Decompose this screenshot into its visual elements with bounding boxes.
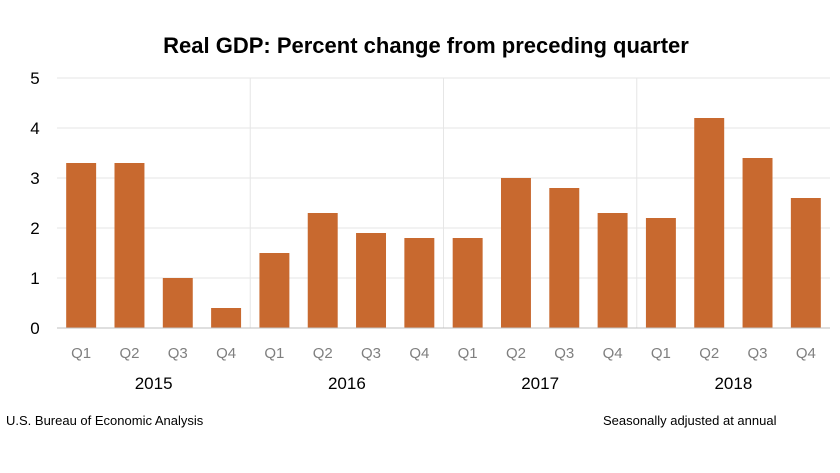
year-label-2018: 2018 <box>714 374 752 393</box>
x-tick-label-2018-q4: Q4 <box>796 345 816 362</box>
y-axis-ticks: 0 1 2 3 4 5 <box>30 69 39 338</box>
x-axis-ticks: Q1 Q2 Q3 Q4 Q1 Q2 Q3 Q4 Q1 Q2 Q3 Q4 Q1 Q2 Q3 Q4 <box>71 345 816 362</box>
x-tick-label-2017-q2: Q2 <box>506 345 526 362</box>
bar-2018-q1 <box>645 218 676 328</box>
x-tick-label-2016-q1: Q1 <box>264 345 284 362</box>
x-tick-label-2018-q1: Q1 <box>651 345 671 362</box>
year-labels: 2015 2016 2017 2018 <box>135 374 753 393</box>
bar-2018-q3 <box>742 158 773 328</box>
x-tick-label-2018-q2: Q2 <box>699 345 719 362</box>
x-tick-label-2015-q2: Q2 <box>119 345 139 362</box>
y-tick-label-5: 5 <box>30 69 39 88</box>
x-tick-label-2016-q2: Q2 <box>313 345 333 362</box>
year-label-2017: 2017 <box>521 374 559 393</box>
x-tick-label-2017-q1: Q1 <box>458 345 478 362</box>
bar-2016-q2 <box>307 213 338 328</box>
bar-2016-q1 <box>259 253 290 328</box>
source-note: U.S. Bureau of Economic Analysis <box>6 413 204 428</box>
chart-title: Real GDP: Percent change from preceding … <box>163 33 689 58</box>
year-label-2016: 2016 <box>328 374 366 393</box>
y-tick-label-4: 4 <box>30 119 39 138</box>
x-tick-label-2015-q1: Q1 <box>71 345 91 362</box>
x-tick-label-2015-q4: Q4 <box>216 345 236 362</box>
x-tick-label-2017-q4: Q4 <box>603 345 623 362</box>
y-tick-label-1: 1 <box>30 269 39 288</box>
bar-2018-q2 <box>694 118 725 328</box>
year-label-2015: 2015 <box>135 374 173 393</box>
seasonal-note: Seasonally adjusted at annual <box>603 413 777 428</box>
y-tick-label-0: 0 <box>30 319 39 338</box>
x-tick-label-2016-q4: Q4 <box>409 345 429 362</box>
bar-2017-q1 <box>452 238 483 328</box>
bar-2016-q3 <box>356 233 387 328</box>
bar-2015-q1 <box>66 163 97 328</box>
bar-2015-q4 <box>211 308 242 328</box>
bar-2016-q4 <box>404 238 435 328</box>
y-tick-label-3: 3 <box>30 169 39 188</box>
bar-2017-q3 <box>549 188 580 328</box>
x-tick-label-2017-q3: Q3 <box>554 345 574 362</box>
bar-2015-q3 <box>162 278 193 328</box>
x-tick-label-2018-q3: Q3 <box>748 345 768 362</box>
year-separators <box>249 78 638 328</box>
y-tick-label-2: 2 <box>30 219 39 238</box>
bars <box>66 118 821 328</box>
bar-2018-q4 <box>790 198 821 328</box>
bar-2017-q2 <box>500 178 531 328</box>
bar-2015-q2 <box>114 163 145 328</box>
x-tick-label-2016-q3: Q3 <box>361 345 381 362</box>
bar-2017-q4 <box>597 213 628 328</box>
x-tick-label-2015-q3: Q3 <box>168 345 188 362</box>
